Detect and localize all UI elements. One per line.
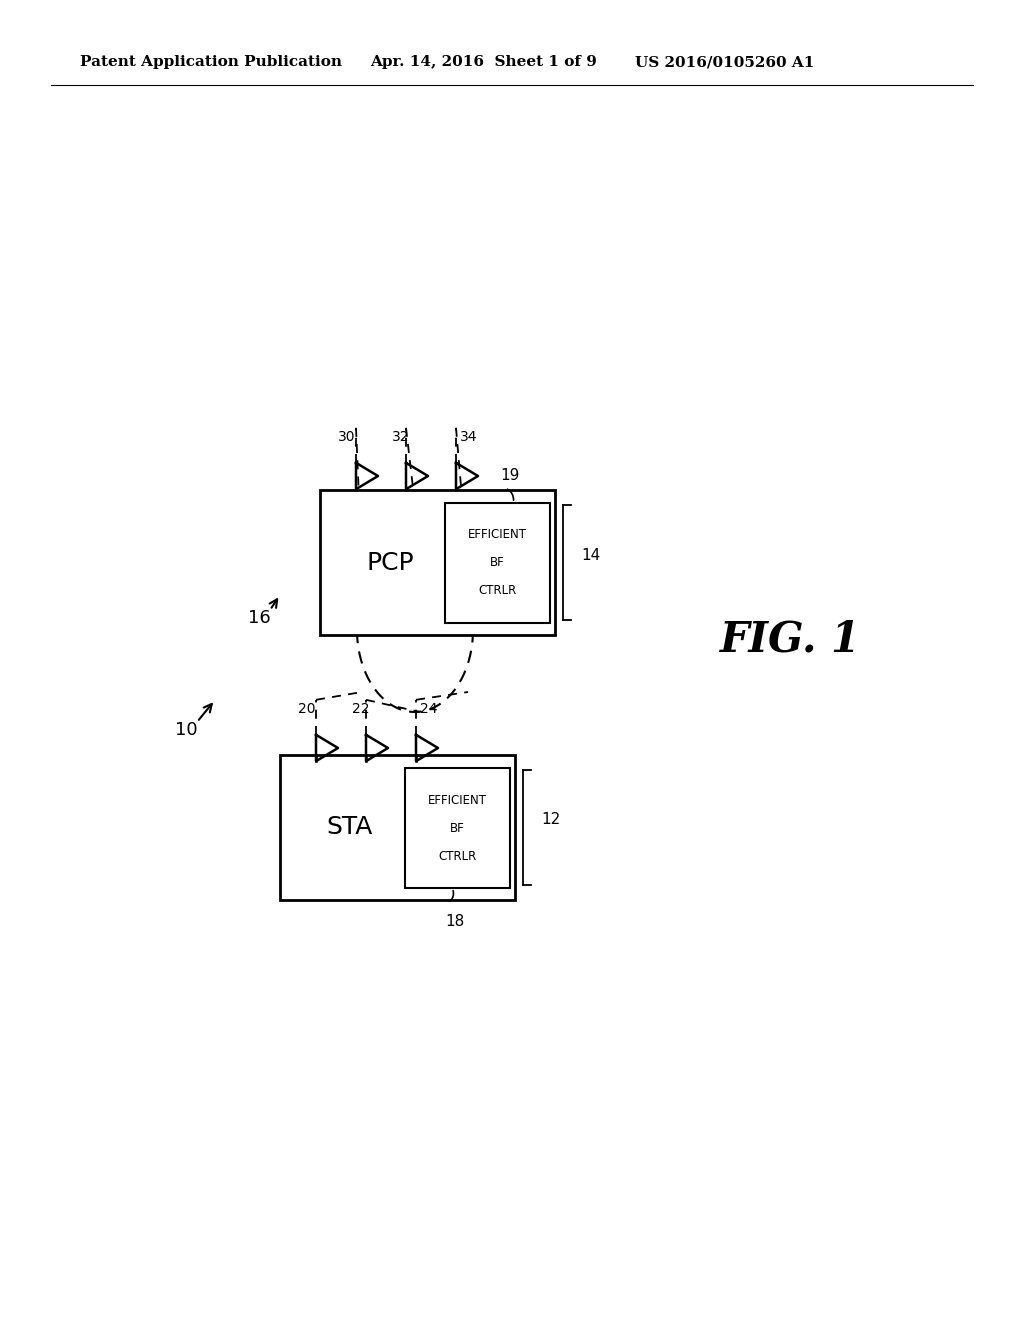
FancyBboxPatch shape — [445, 503, 550, 623]
Text: EFFICIENT: EFFICIENT — [468, 528, 527, 541]
Text: 18: 18 — [445, 913, 464, 929]
Text: EFFICIENT: EFFICIENT — [428, 793, 487, 807]
Text: US 2016/0105260 A1: US 2016/0105260 A1 — [635, 55, 814, 69]
Text: CTRLR: CTRLR — [478, 585, 517, 598]
Text: Apr. 14, 2016  Sheet 1 of 9: Apr. 14, 2016 Sheet 1 of 9 — [370, 55, 597, 69]
Text: 14: 14 — [581, 548, 600, 562]
FancyBboxPatch shape — [406, 768, 510, 888]
Text: BF: BF — [451, 821, 465, 834]
Text: Patent Application Publication: Patent Application Publication — [80, 55, 342, 69]
Text: 19: 19 — [500, 469, 519, 483]
Text: 12: 12 — [541, 813, 560, 828]
FancyBboxPatch shape — [319, 490, 555, 635]
Text: 30: 30 — [338, 430, 355, 444]
Text: FIG. 1: FIG. 1 — [720, 619, 861, 661]
Text: PCP: PCP — [367, 550, 414, 574]
Text: 16: 16 — [248, 609, 270, 627]
Text: 32: 32 — [392, 430, 410, 444]
FancyBboxPatch shape — [280, 755, 515, 900]
Text: 10: 10 — [175, 721, 198, 739]
Text: 24: 24 — [420, 702, 437, 715]
Text: 22: 22 — [352, 702, 370, 715]
Text: 34: 34 — [460, 430, 477, 444]
Text: STA: STA — [327, 816, 373, 840]
Text: BF: BF — [490, 557, 505, 569]
Text: CTRLR: CTRLR — [438, 850, 476, 862]
Text: 20: 20 — [298, 702, 315, 715]
